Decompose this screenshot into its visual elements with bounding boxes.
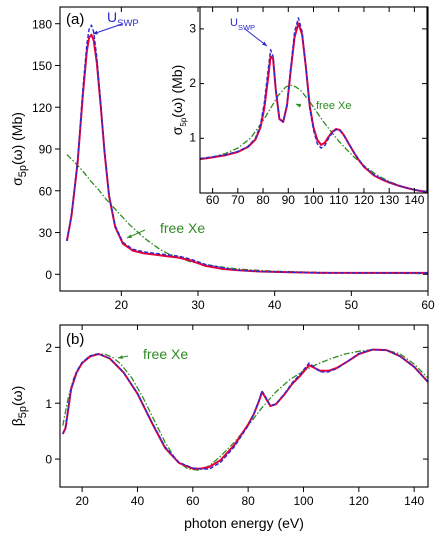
annotation-arrowhead — [118, 355, 123, 360]
y-tick-label: 2 — [189, 76, 196, 90]
panel-b-frame — [59, 324, 429, 488]
y-tick-label: 30 — [39, 226, 53, 240]
x-tick-label: 60 — [186, 494, 200, 508]
inset-series — [200, 17, 427, 193]
x-tick-label: 40 — [268, 298, 282, 312]
x-tick-label: 100 — [303, 193, 323, 207]
inset-background — [200, 7, 427, 193]
y-tick-label: 0 — [45, 268, 52, 282]
y-tick-label: 1 — [189, 131, 196, 145]
y-tick-label: 60 — [39, 184, 53, 198]
x-tick-label: 50 — [345, 298, 359, 312]
annotation-arrowhead — [93, 30, 98, 35]
x-tick-label: 80 — [256, 193, 270, 207]
x-tick-label: 60 — [421, 298, 435, 312]
annotation-arrowhead — [127, 234, 132, 238]
inset: 60 70 80 90 100 110 120 130 140 1 2 3 σ5p(ω) (Mb) USW… — [169, 6, 428, 207]
series-line-uswp — [66, 24, 428, 274]
y-tick-label: 2 — [45, 341, 52, 355]
x-tick-label: 90 — [282, 193, 296, 207]
x-tick-label: 130 — [379, 193, 399, 207]
x-tick-label: 40 — [131, 494, 145, 508]
y-tick-label: 90 — [39, 143, 53, 157]
x-tick-label: 140 — [404, 193, 424, 207]
annotation-label: free Xe — [143, 346, 188, 362]
y-axis-title: β5p(ω) — [9, 386, 29, 427]
annotation-arrow — [244, 28, 268, 47]
x-tick-label: 120 — [354, 193, 374, 207]
panel-label: (a) — [66, 11, 84, 28]
annotation-arrowhead — [296, 103, 301, 108]
x-tick-label: 20 — [115, 298, 129, 312]
x-tick-label: 20 — [75, 494, 89, 508]
panel-b-series — [61, 348, 428, 471]
x-tick-label: 110 — [329, 193, 348, 207]
x-tick-label: 80 — [241, 494, 255, 508]
annotation-label: free Xe — [160, 220, 205, 236]
x-tick-label: 70 — [231, 193, 245, 207]
x-axis-title: photon energy (eV) — [184, 515, 304, 531]
series-line-uswp — [200, 17, 427, 193]
y-tick-label: 120 — [32, 101, 52, 115]
x-tick-label: 60 — [206, 193, 220, 207]
series-line-uswp — [62, 348, 428, 470]
panel-b: 20 40 60 80 100 120 140 0 1 2 β5p(ω) (b) free Xe — [9, 324, 429, 508]
annotation-arrowhead — [262, 41, 267, 46]
x-tick-label: 100 — [293, 494, 313, 508]
panel-a-series — [65, 24, 428, 275]
annotation-arrow — [92, 23, 123, 35]
x-tick-label: 140 — [404, 494, 424, 508]
y-tick-label: 0 — [45, 453, 52, 467]
x-tick-label: 120 — [349, 494, 369, 508]
y-tick-label: 150 — [32, 59, 52, 73]
x-tick-label: 30 — [191, 298, 205, 312]
series-line-total — [61, 348, 428, 470]
y-axis-title: σ5p(ω) (Mb) — [9, 112, 29, 186]
y-axis-title: σ5p(ω) (Mb) — [169, 65, 188, 135]
y-tick-label: 180 — [32, 17, 52, 31]
annotation-label: USWP — [107, 9, 139, 29]
annotation-label: USWP — [230, 17, 255, 32]
y-tick-label: 3 — [189, 21, 196, 35]
panel-label: (b) — [66, 331, 84, 348]
y-tick-label: 1 — [45, 397, 52, 411]
annotation-label: free Xe — [316, 100, 351, 112]
